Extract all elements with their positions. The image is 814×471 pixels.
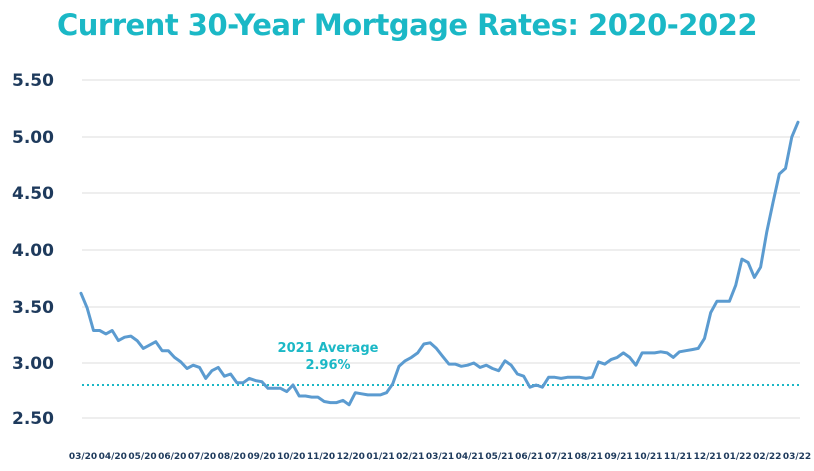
x-tick-label: 08/21 <box>575 452 603 462</box>
x-tick-label: 08/20 <box>218 452 246 462</box>
x-tick-label: 02/21 <box>396 452 424 462</box>
x-tick-label: 09/20 <box>247 452 275 462</box>
y-axis: 5.50 5.00 4.50 4.00 3.50 3.00 2.50 <box>12 71 54 429</box>
rate-series-line <box>79 120 800 407</box>
x-tick-label: 07/21 <box>545 452 573 462</box>
y-tick-label: 4.50 <box>12 184 54 204</box>
y-tick-label: 3.00 <box>12 354 54 374</box>
x-tick-label: 11/20 <box>307 452 335 462</box>
x-tick-label: 09/21 <box>604 452 632 462</box>
x-tick-label: 03/22 <box>783 452 811 462</box>
x-tick-label: 04/21 <box>456 452 484 462</box>
grid-lines <box>82 79 800 419</box>
x-axis: 03/20 04/20 05/20 06/20 07/20 08/20 09/20 10/20… <box>69 452 811 462</box>
x-tick-label: 10/20 <box>277 452 305 462</box>
x-tick-label: 03/21 <box>426 452 454 462</box>
x-tick-label: 12/21 <box>694 452 722 462</box>
y-tick-label: 5.00 <box>12 128 54 148</box>
average-annotation-label: 2021 Average <box>278 341 379 356</box>
x-tick-label: 10/21 <box>634 452 662 462</box>
x-tick-label: 01/22 <box>723 452 751 462</box>
x-tick-label: 12/20 <box>337 452 365 462</box>
x-tick-label: 02/22 <box>753 452 781 462</box>
x-tick-label: 01/21 <box>366 452 394 462</box>
x-tick-label: 04/20 <box>99 452 127 462</box>
y-tick-label: 4.00 <box>12 241 54 261</box>
average-annotation-value: 2.96% <box>305 358 350 373</box>
chart-title: Current 30-Year Mortgage Rates: 2020-202… <box>56 8 758 42</box>
x-tick-label: 06/21 <box>515 452 543 462</box>
x-tick-label: 07/20 <box>188 452 216 462</box>
x-tick-label: 06/20 <box>158 452 186 462</box>
x-tick-label: 05/20 <box>128 452 156 462</box>
y-tick-label: 2.50 <box>12 409 54 429</box>
x-tick-label: 03/20 <box>69 452 97 462</box>
y-tick-label: 3.50 <box>12 298 54 318</box>
y-tick-label: 5.50 <box>12 71 54 91</box>
x-tick-label: 11/21 <box>664 452 692 462</box>
x-tick-label: 05/21 <box>485 452 513 462</box>
